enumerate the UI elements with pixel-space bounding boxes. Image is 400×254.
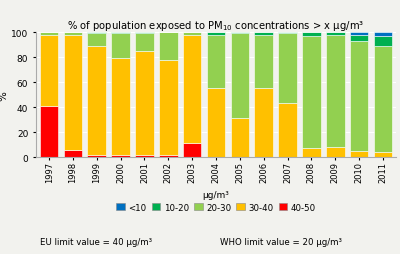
Bar xyxy=(111,155,130,157)
Bar xyxy=(159,60,178,155)
Bar xyxy=(302,37,321,149)
Bar xyxy=(254,36,273,89)
Bar xyxy=(326,36,344,148)
Bar xyxy=(64,33,82,36)
Bar xyxy=(374,33,392,37)
Bar xyxy=(278,34,297,104)
Bar xyxy=(64,36,82,150)
Bar xyxy=(40,106,58,157)
Bar xyxy=(207,89,225,157)
Bar xyxy=(254,89,273,157)
Bar xyxy=(278,33,297,34)
Bar xyxy=(88,47,106,155)
Bar xyxy=(135,52,154,155)
Bar xyxy=(135,34,154,52)
Bar xyxy=(183,36,202,144)
Bar xyxy=(350,36,368,42)
Bar xyxy=(111,59,130,155)
Bar xyxy=(326,148,344,157)
Bar xyxy=(374,152,392,157)
Bar xyxy=(254,33,273,36)
Bar xyxy=(183,144,202,157)
Bar xyxy=(159,155,178,157)
Bar xyxy=(230,34,249,119)
Bar xyxy=(278,104,297,157)
Y-axis label: %: % xyxy=(0,90,8,100)
Bar xyxy=(135,155,154,157)
Bar xyxy=(350,42,368,151)
Bar xyxy=(207,33,225,36)
Bar xyxy=(88,34,106,47)
Bar xyxy=(374,37,392,47)
Bar xyxy=(302,33,321,37)
Bar xyxy=(326,33,344,36)
Bar xyxy=(64,150,82,157)
Bar xyxy=(40,33,58,36)
Bar xyxy=(159,33,178,60)
Bar xyxy=(302,149,321,157)
Bar xyxy=(374,47,392,152)
Text: WHO limit value = 20 μg/m³: WHO limit value = 20 μg/m³ xyxy=(220,237,342,246)
Bar xyxy=(88,155,106,157)
Bar xyxy=(40,36,58,106)
Bar xyxy=(135,33,154,34)
Bar xyxy=(230,119,249,157)
Bar xyxy=(350,33,368,36)
Bar xyxy=(350,151,368,157)
Legend: <10, 10-20, 20-30, 30-40, 40-50: <10, 10-20, 20-30, 30-40, 40-50 xyxy=(113,186,319,215)
Bar xyxy=(111,34,130,59)
Bar xyxy=(230,33,249,34)
Bar xyxy=(207,36,225,89)
Bar xyxy=(111,33,130,34)
Bar xyxy=(88,33,106,34)
Title: % of population exposed to PM$_{10}$ concentrations > x μg/m³: % of population exposed to PM$_{10}$ con… xyxy=(67,19,365,33)
Text: EU limit value = 40 μg/m³: EU limit value = 40 μg/m³ xyxy=(40,237,152,246)
Bar xyxy=(183,33,202,36)
